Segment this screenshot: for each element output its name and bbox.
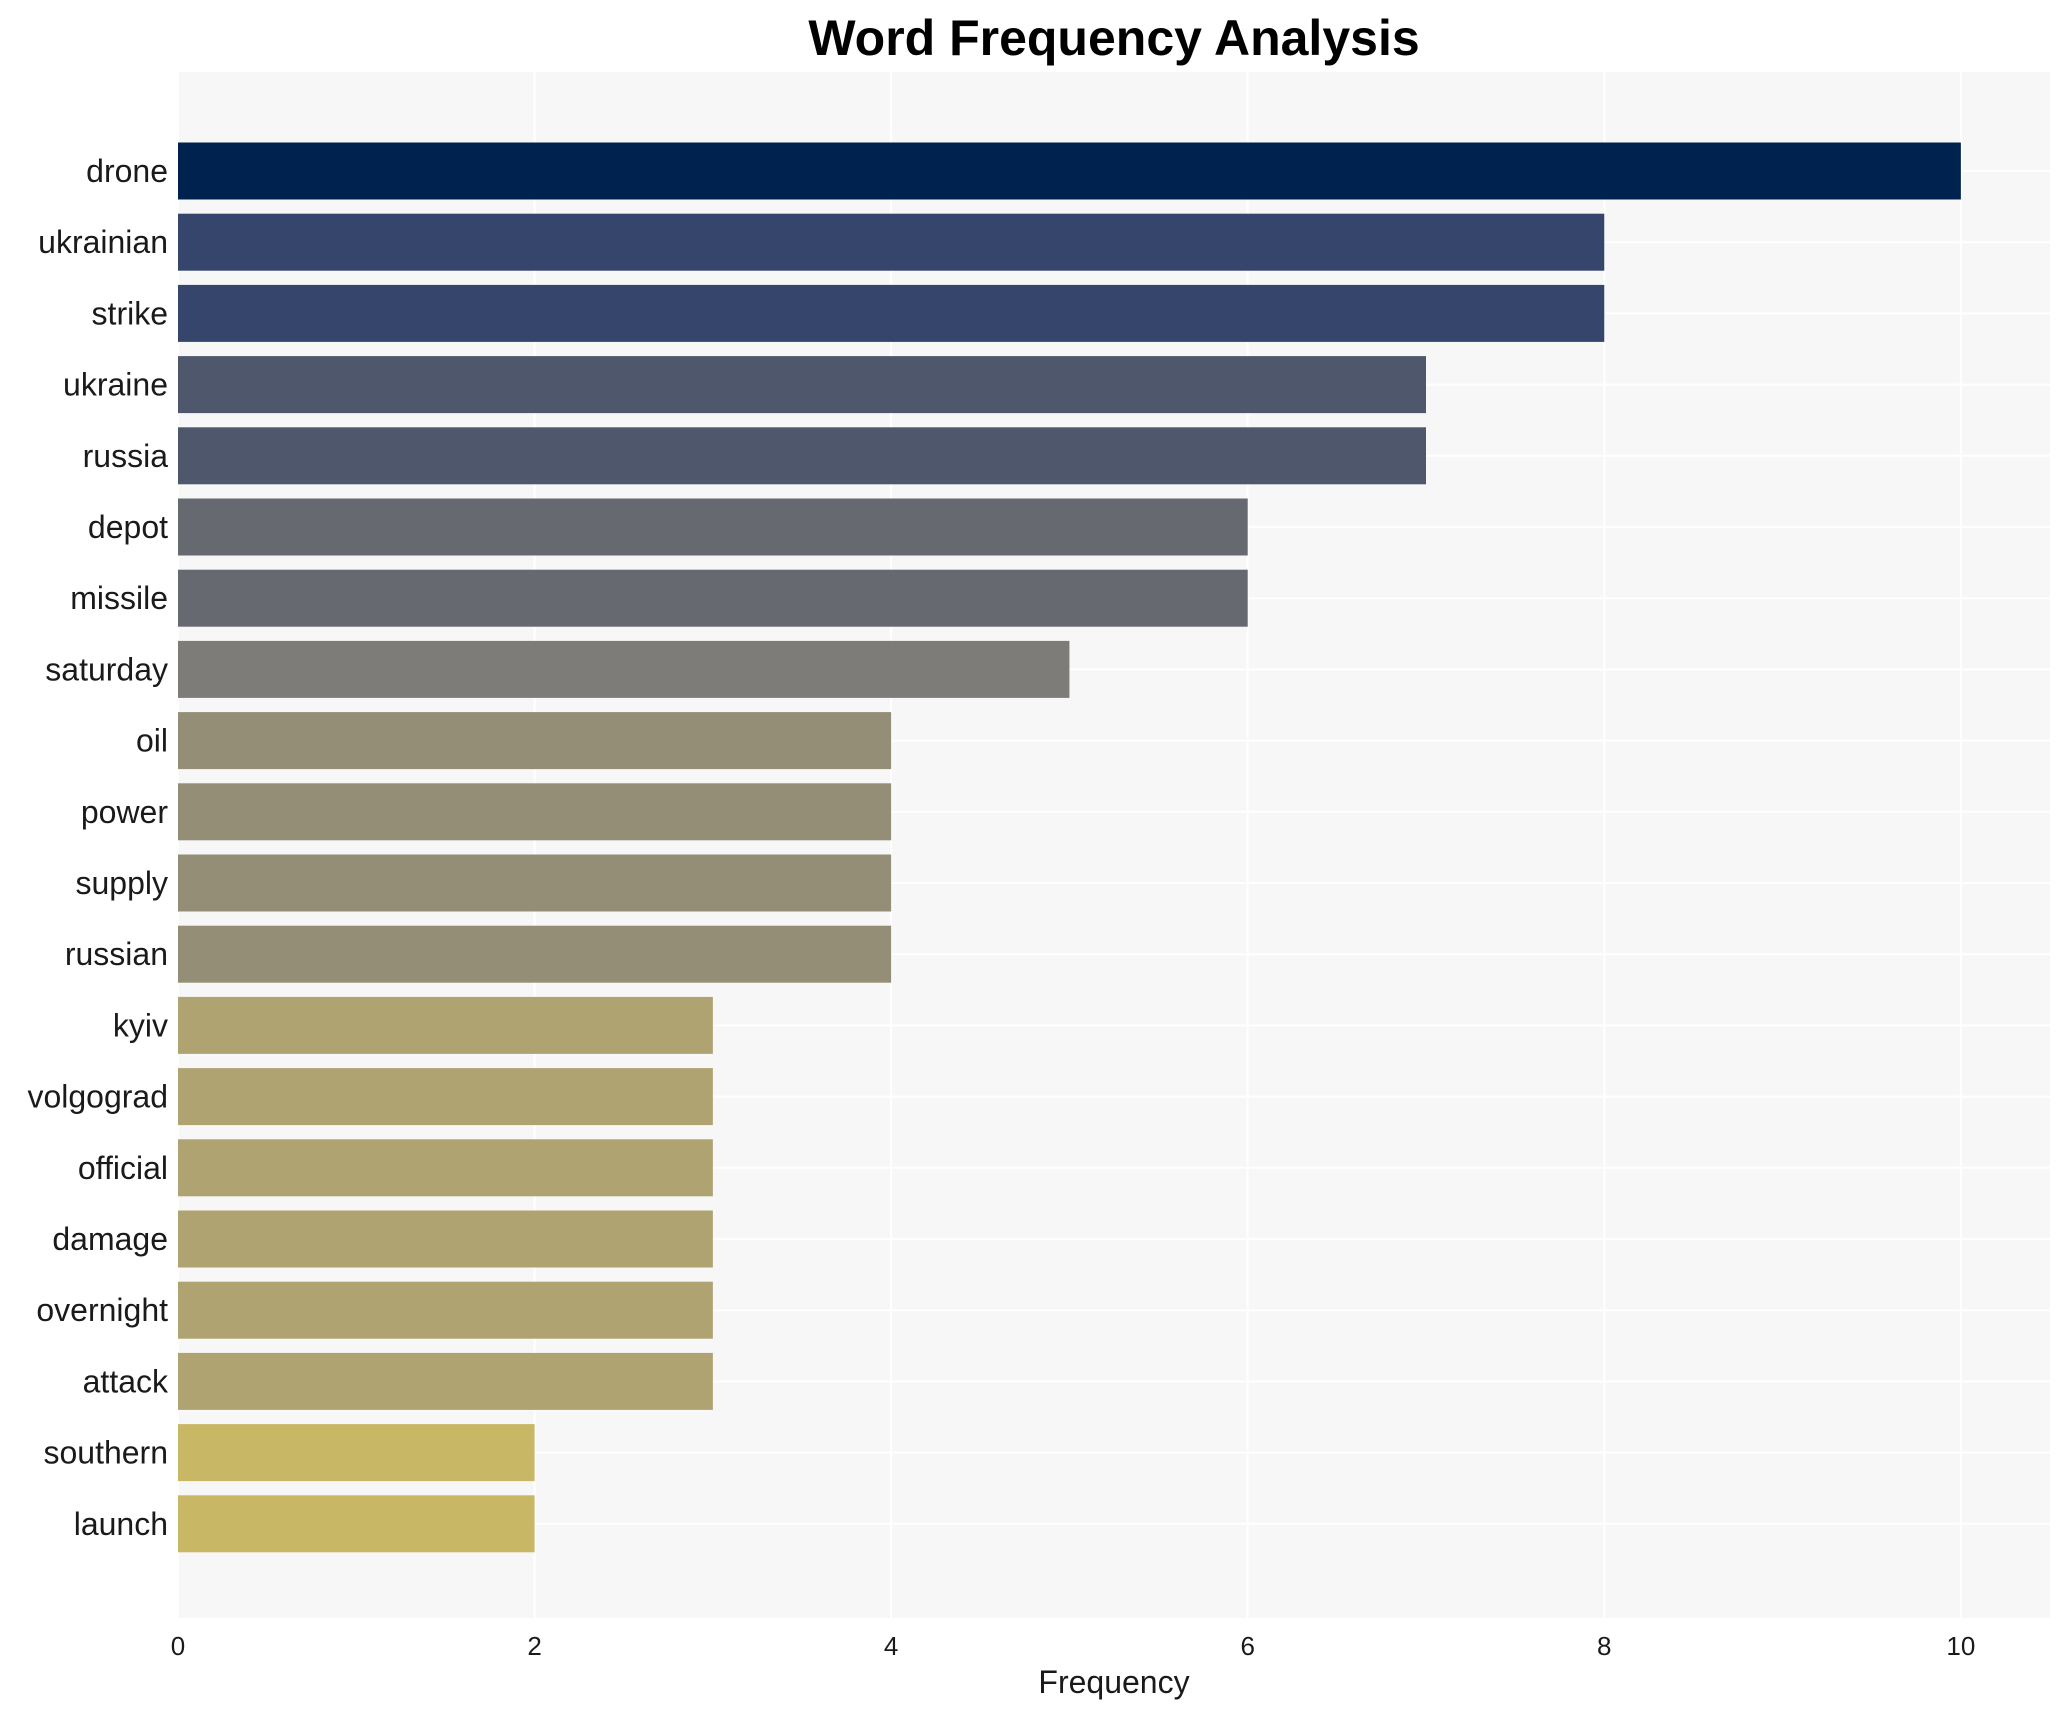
bar-oil xyxy=(178,712,892,770)
y-tick-label-power: power xyxy=(81,794,169,830)
bar-ukraine xyxy=(178,356,1426,414)
x-tick-label-0: 0 xyxy=(171,1631,185,1661)
y-tick-label-damage: damage xyxy=(52,1221,168,1257)
bar-damage xyxy=(178,1210,713,1268)
y-tick-label-kyiv: kyiv xyxy=(113,1007,168,1043)
y-tick-label-supply: supply xyxy=(76,865,169,901)
x-tick-label-10: 10 xyxy=(1946,1631,1975,1661)
y-tick-label-launch: launch xyxy=(74,1506,168,1542)
y-tick-label-attack: attack xyxy=(83,1363,169,1399)
x-axis-label: Frequency xyxy=(1038,1664,1189,1700)
y-tick-label-drone: drone xyxy=(86,153,168,189)
bar-supply xyxy=(178,854,892,912)
bar-overnight xyxy=(178,1281,713,1339)
x-tick-label-6: 6 xyxy=(1240,1631,1254,1661)
x-tick-label-4: 4 xyxy=(884,1631,898,1661)
y-tick-labels: drone ukrainian strike ukraine russia depot mi… xyxy=(27,153,169,1542)
bar-kyiv xyxy=(178,996,713,1054)
y-tick-label-volgograd: volgograd xyxy=(27,1079,168,1115)
x-tick-label-2: 2 xyxy=(527,1631,541,1661)
y-tick-label-missile: missile xyxy=(70,580,168,616)
bar-russia xyxy=(178,427,1426,485)
y-tick-label-russia: russia xyxy=(83,438,169,474)
bar-launch xyxy=(178,1495,535,1553)
bar-volgograd xyxy=(178,1068,713,1126)
bar-ukrainian xyxy=(178,213,1605,271)
x-tick-labels: 0 2 4 6 8 10 xyxy=(171,1631,1976,1661)
y-tick-label-saturday: saturday xyxy=(45,651,168,687)
bar-power xyxy=(178,783,892,841)
bar-official xyxy=(178,1139,713,1197)
bar-strike xyxy=(178,284,1605,342)
y-tick-label-southern: southern xyxy=(43,1435,168,1471)
bars xyxy=(178,142,1961,1553)
y-tick-label-ukraine: ukraine xyxy=(63,367,168,403)
y-tick-label-overnight: overnight xyxy=(36,1292,168,1328)
bar-drone xyxy=(178,142,1961,200)
bar-attack xyxy=(178,1352,713,1410)
y-tick-label-official: official xyxy=(78,1150,168,1186)
bar-saturday xyxy=(178,640,1070,698)
y-tick-label-russian: russian xyxy=(65,936,168,972)
y-tick-label-strike: strike xyxy=(92,295,168,331)
y-tick-label-ukrainian: ukrainian xyxy=(38,224,168,260)
bar-depot xyxy=(178,498,1248,556)
bar-russian xyxy=(178,925,892,983)
chart-title: Word Frequency Analysis xyxy=(808,10,1419,66)
bar-southern xyxy=(178,1424,535,1482)
bar-missile xyxy=(178,569,1248,627)
y-tick-label-oil: oil xyxy=(136,723,168,759)
y-tick-label-depot: depot xyxy=(88,509,168,545)
x-tick-label-8: 8 xyxy=(1597,1631,1611,1661)
